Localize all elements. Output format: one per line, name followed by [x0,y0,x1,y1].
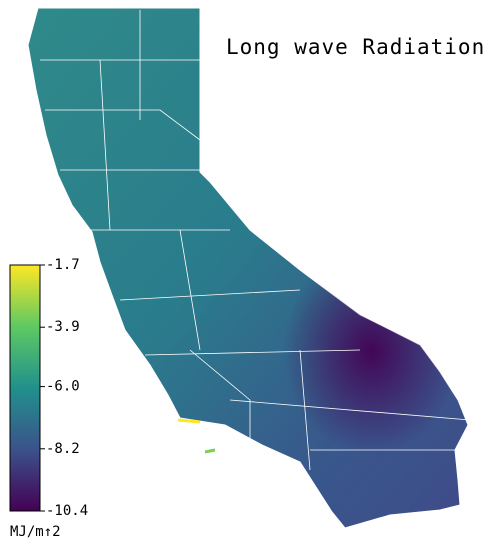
colorbar-tick-label: -3.9 [46,319,80,335]
colorbar [9,264,41,512]
colorbar-tick-label: -6.0 [46,379,80,395]
colorbar-tick-label: -10.4 [46,503,88,519]
colorbar-tick-label: -1.7 [46,257,80,273]
map-title: Long wave Radiation [226,35,485,59]
california [27,7,471,529]
colorbar-tick-label: -8.2 [46,441,80,457]
colorbar-label: MJ/m↑2 [10,524,61,540]
